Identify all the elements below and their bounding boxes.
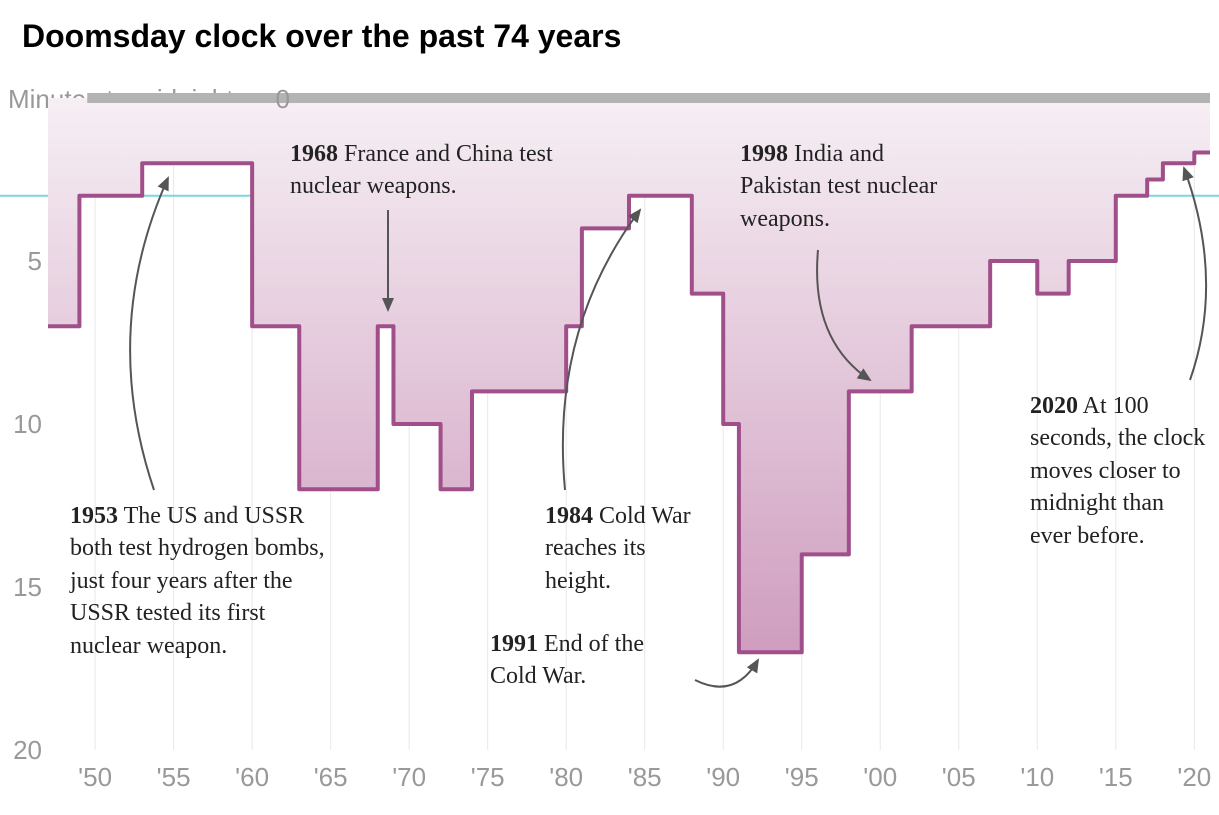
annotation-2020: 2020 At 100 seconds, the clock moves clo… [1030, 390, 1210, 552]
x-tick: '55 [157, 762, 191, 793]
arrow-1953 [130, 178, 168, 490]
annotation-year: 1968 [290, 141, 338, 167]
y-tick: 15 [2, 572, 42, 603]
annotation-year: 1984 [545, 503, 593, 529]
x-tick: '75 [471, 762, 505, 793]
x-tick: '85 [628, 762, 662, 793]
x-tick: '00 [863, 762, 897, 793]
x-tick: '80 [549, 762, 583, 793]
y-tick: 10 [2, 409, 42, 440]
annotation-1953: 1953 The US and USSR both test hydrogen … [70, 500, 330, 662]
annotation-year: 2020 [1030, 393, 1078, 419]
annotation-1998: 1998 India and Pakistan test nuclear wea… [740, 138, 970, 235]
annotation-1968: 1968 France and China test nuclear weapo… [290, 138, 570, 203]
baseline-bar [87, 93, 1210, 103]
x-tick: '10 [1020, 762, 1054, 793]
annotation-1984: 1984 Cold War reaches its height. [545, 500, 710, 597]
x-tick: '20 [1177, 762, 1211, 793]
annotation-year: 1991 [490, 631, 538, 657]
x-tick: '60 [235, 762, 269, 793]
x-tick: '95 [785, 762, 819, 793]
arrow-1991 [695, 660, 758, 687]
x-tick: '05 [942, 762, 976, 793]
annotation-year: 1998 [740, 141, 788, 167]
x-tick: '65 [314, 762, 348, 793]
arrow-2020 [1184, 168, 1206, 380]
x-tick: '90 [706, 762, 740, 793]
annotation-1991: 1991 End of the Cold War. [490, 628, 690, 693]
annotation-year: 1953 [70, 503, 118, 529]
y-tick: 0 [266, 84, 290, 115]
x-tick: '70 [392, 762, 426, 793]
x-tick: '15 [1099, 762, 1133, 793]
y-tick: 5 [2, 246, 42, 277]
x-tick: '50 [78, 762, 112, 793]
y-tick: 20 [2, 735, 42, 766]
